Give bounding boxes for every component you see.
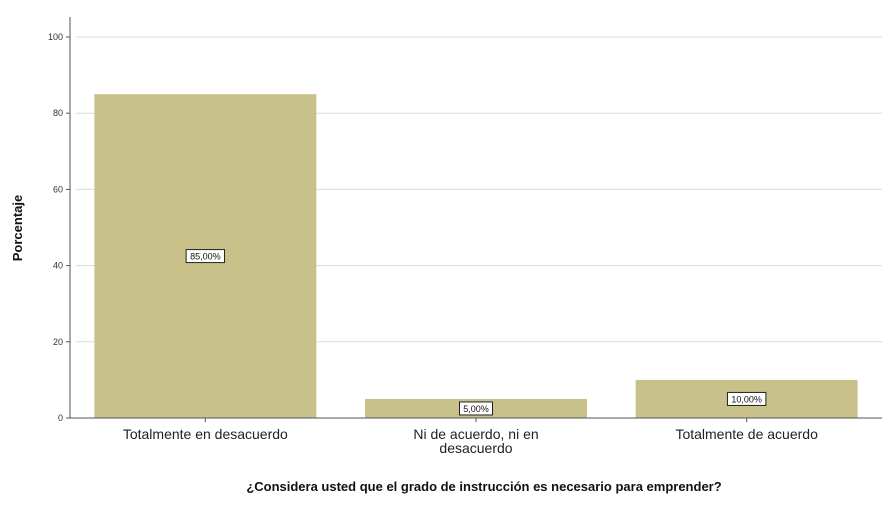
labels-layer: 85,00% Totalmente en desacuerdo 5,00% Ni de… [123,249,818,456]
y-tick-label: 100 [48,32,63,42]
data-label-box [459,401,493,416]
y-tick-label: 60 [53,184,63,194]
axes-layer: 0 20 40 60 80 100 [48,17,882,423]
data-label: 85,00% [190,252,221,262]
x-tick-label: Totalmente de acuerdo [675,426,818,442]
y-tick-label: 80 [53,108,63,118]
x-axis-title: ¿Considera usted que el grado de instruc… [246,479,721,494]
y-axis-title: Porcentaje [10,195,25,261]
data-label: 5,00% [463,404,489,414]
y-tick-label: 0 [58,413,63,423]
x-tick-label: Totalmente en desacuerdo [123,426,288,442]
y-tick-label: 20 [53,337,63,347]
x-tick-label: Ni de acuerdo, ni en desacuerdo [413,426,538,456]
data-label: 10,00% [731,394,762,404]
y-tick-label: 40 [53,261,63,271]
data-label-box [185,249,226,264]
data-label-box [726,391,767,406]
